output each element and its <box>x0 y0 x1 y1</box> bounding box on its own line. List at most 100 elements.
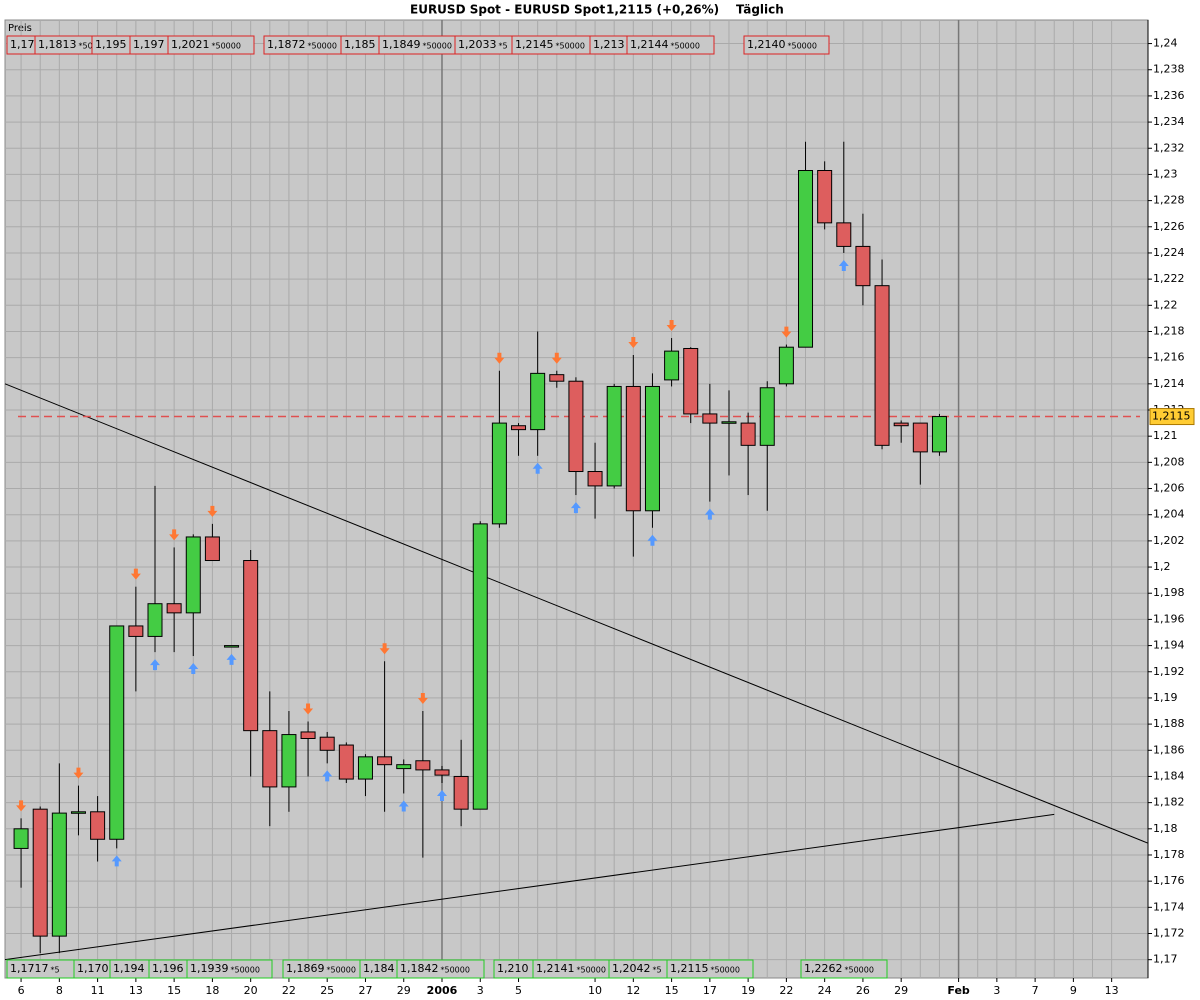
x-tick-label: 24 <box>818 984 832 997</box>
candle-body <box>243 560 259 732</box>
y-tick-label: 1,204 <box>1153 508 1185 521</box>
label-suffix: *50000 <box>556 42 585 51</box>
label-box <box>396 959 485 979</box>
candle-body <box>90 811 106 840</box>
candle-body <box>644 385 660 512</box>
buy-arrow <box>838 259 849 271</box>
y-tick-label: 1,196 <box>1153 612 1185 625</box>
y-tick-label: 1,222 <box>1153 272 1185 285</box>
period: Täglich <box>736 3 784 17</box>
y-tick-label: 1,174 <box>1153 900 1185 913</box>
label-price: 1,2140 <box>747 38 786 51</box>
sell-arrow <box>551 352 562 364</box>
label-suffix: *50000 <box>788 42 817 51</box>
candle-body <box>13 828 29 849</box>
candle-body <box>511 425 527 431</box>
candle-body <box>396 764 412 770</box>
label-price: 1,1842 <box>400 962 439 975</box>
candle-body <box>549 374 565 382</box>
y-tick-label: 1,228 <box>1153 194 1185 207</box>
buy-arrow <box>704 508 715 520</box>
y-tick-label: 1,178 <box>1153 848 1185 861</box>
buy-arrow <box>226 653 237 665</box>
x-tick-label: 13 <box>129 984 143 997</box>
candle-body <box>912 422 928 453</box>
y-tick-label: 1,19 <box>1153 691 1178 704</box>
sell-arrow <box>130 568 141 580</box>
label-price: 1,2115 <box>670 962 709 975</box>
candle-body <box>606 385 622 487</box>
label-suffix: *50000 <box>441 966 470 975</box>
candle-body <box>625 385 641 512</box>
y-tick-label: 1,236 <box>1153 89 1185 102</box>
label-price: 1,2262 <box>804 962 843 975</box>
buy-arrow <box>188 663 199 675</box>
sell-arrow <box>379 643 390 655</box>
candle-body <box>530 372 546 431</box>
label-suffix: *5 <box>499 42 508 51</box>
candle-body <box>185 536 201 614</box>
y-tick-label: 1,24 <box>1153 37 1178 50</box>
y-tick-label: 1,17 <box>1153 953 1178 966</box>
label-price: 1,17 <box>10 38 35 51</box>
candle-body <box>855 245 871 287</box>
candle-body <box>70 811 86 814</box>
x-tick-label: 3 <box>993 984 1000 997</box>
candle-body <box>740 422 756 446</box>
candle-body <box>51 812 67 937</box>
candle-body <box>836 222 852 247</box>
x-tick-label: 19 <box>741 984 755 997</box>
candle-body <box>204 536 220 562</box>
y-tick-label: 1,224 <box>1153 246 1185 259</box>
candle-body <box>759 387 775 446</box>
candle-body <box>721 421 737 424</box>
candle-body <box>147 603 163 637</box>
x-tick-label: 15 <box>665 984 679 997</box>
last-price-box <box>1149 408 1195 426</box>
candle-body <box>357 756 373 780</box>
y-tick-label: 1,206 <box>1153 482 1185 495</box>
x-tick-label: 27 <box>358 984 372 997</box>
x-tick-label: 22 <box>282 984 296 997</box>
label-price: 1,1939 <box>190 962 229 975</box>
label-price: 1,197 <box>133 38 165 51</box>
y-tick-label: 1,208 <box>1153 455 1185 468</box>
candle-body <box>664 350 680 381</box>
label-suffix: *50000 <box>327 966 356 975</box>
trendline <box>4 813 1055 961</box>
label-suffix: *50000 <box>231 966 260 975</box>
y-tick-label: 1,198 <box>1153 586 1185 599</box>
label-box <box>626 35 715 55</box>
candle-body <box>109 625 125 840</box>
y-tick-label: 1,182 <box>1153 796 1185 809</box>
x-tick-label: 2006 <box>427 984 458 997</box>
candle-body <box>683 347 699 415</box>
label-price: 1,1872 <box>267 38 306 51</box>
y-tick-label: 1,2 <box>1153 560 1171 573</box>
buy-arrow <box>532 462 543 474</box>
candle-body <box>434 769 450 776</box>
candle-body <box>224 645 240 648</box>
candle-body <box>874 285 890 446</box>
x-tick-label: 17 <box>703 984 717 997</box>
x-tick-label: 26 <box>856 984 870 997</box>
y-tick-label: 1,234 <box>1153 115 1185 128</box>
y-tick-label: 1,238 <box>1153 63 1185 76</box>
y-tick-label: 1,172 <box>1153 927 1185 940</box>
label-price: 1,2033 <box>458 38 497 51</box>
label-box <box>167 35 255 55</box>
buy-arrow <box>322 770 333 782</box>
y-tick-label: 1,216 <box>1153 351 1185 364</box>
sell-arrow <box>628 337 639 349</box>
candle-body <box>568 380 584 473</box>
candle-body <box>32 808 48 937</box>
label-price: 1,1869 <box>286 962 325 975</box>
y-tick-label: 1,218 <box>1153 324 1185 337</box>
sell-arrow <box>303 703 314 715</box>
label-price: 1,1717 <box>10 962 49 975</box>
label-price: 1,2141 <box>536 962 575 975</box>
candle-body <box>778 346 794 385</box>
sell-arrow <box>207 505 218 517</box>
label-price: 1,2145 <box>515 38 554 51</box>
